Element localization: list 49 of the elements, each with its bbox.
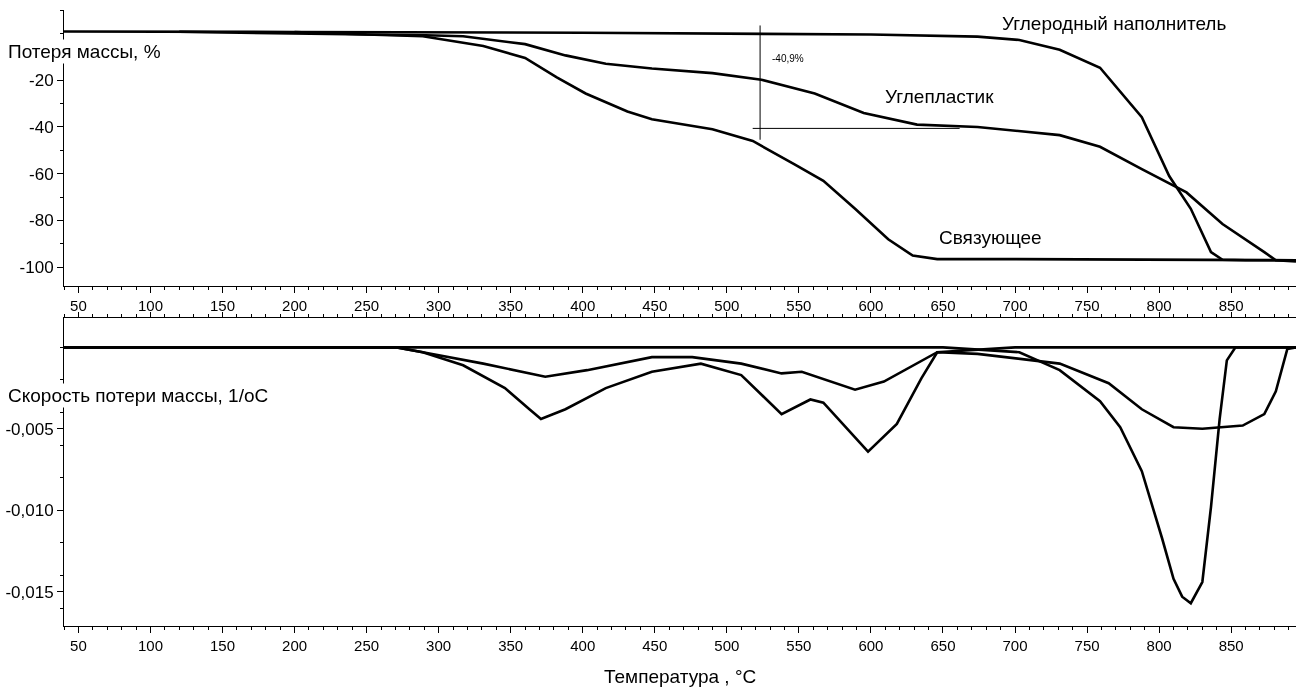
x-tick-label: 450 — [642, 297, 668, 314]
series-label: Углеродный наполнитель — [1002, 13, 1227, 34]
x-tick-label: 600 — [858, 297, 884, 314]
x-tick-label: 50 — [70, 637, 87, 654]
x-tick-label: 750 — [1074, 297, 1100, 314]
x-tick-label: 100 — [137, 297, 163, 314]
x-tick-label: 200 — [282, 637, 308, 654]
x-tick-label: 650 — [930, 297, 956, 314]
x-tick-label: 550 — [786, 297, 812, 314]
x-tick-label: 200 — [282, 297, 308, 314]
x-tick-label: 150 — [209, 637, 236, 654]
x-tick-label: 350 — [498, 637, 524, 654]
x-tick-label: 150 — [209, 297, 236, 314]
x-tick-label: 300 — [426, 297, 452, 314]
y-tick-label: -60 — [29, 164, 54, 184]
x-tick-label: 350 — [498, 297, 524, 314]
x-tick-label: 50 — [70, 297, 87, 314]
x-tick-label: 400 — [570, 297, 596, 314]
y-axis-title: Потеря массы, % — [8, 41, 161, 62]
x-tick-label: 850 — [1218, 297, 1244, 314]
x-tick-label: 500 — [714, 637, 740, 654]
x-tick-label: 700 — [1002, 637, 1028, 654]
y-tick-label: -0,010 — [5, 501, 54, 521]
series-label: Углепластик — [885, 86, 995, 107]
x-tick-label: 100 — [137, 637, 163, 654]
y-tick-label: -20 — [29, 71, 54, 91]
x-tick-label: 700 — [1002, 297, 1028, 314]
x-tick-label: 750 — [1074, 637, 1100, 654]
x-tick-label: 600 — [858, 637, 884, 654]
x-tick-label: 650 — [930, 637, 956, 654]
y-tick-label: -40 — [29, 117, 54, 137]
x-tick-label: 300 — [426, 637, 452, 654]
x-tick-label: 450 — [642, 637, 668, 654]
y-tick-label: -80 — [29, 211, 54, 231]
annotation: -40,9% — [772, 53, 804, 64]
y-axis-title: Скорость потери массы, 1/oC — [8, 385, 269, 406]
y-tick-label: -100 — [19, 258, 54, 278]
x-tick-label: 250 — [354, 637, 380, 654]
x-tick-label: 250 — [354, 297, 380, 314]
y-tick-label: -0,015 — [5, 582, 54, 602]
x-tick-label: 850 — [1218, 637, 1244, 654]
x-tick-label: 400 — [570, 637, 596, 654]
y-tick-label: -0,005 — [5, 419, 54, 439]
x-tick-label: 800 — [1146, 637, 1172, 654]
x-axis-title: Температура , °C — [604, 666, 757, 687]
x-tick-label: 500 — [714, 297, 740, 314]
series-label: Связующее — [939, 227, 1042, 248]
x-tick-label: 800 — [1146, 297, 1172, 314]
x-tick-label: 550 — [786, 637, 812, 654]
